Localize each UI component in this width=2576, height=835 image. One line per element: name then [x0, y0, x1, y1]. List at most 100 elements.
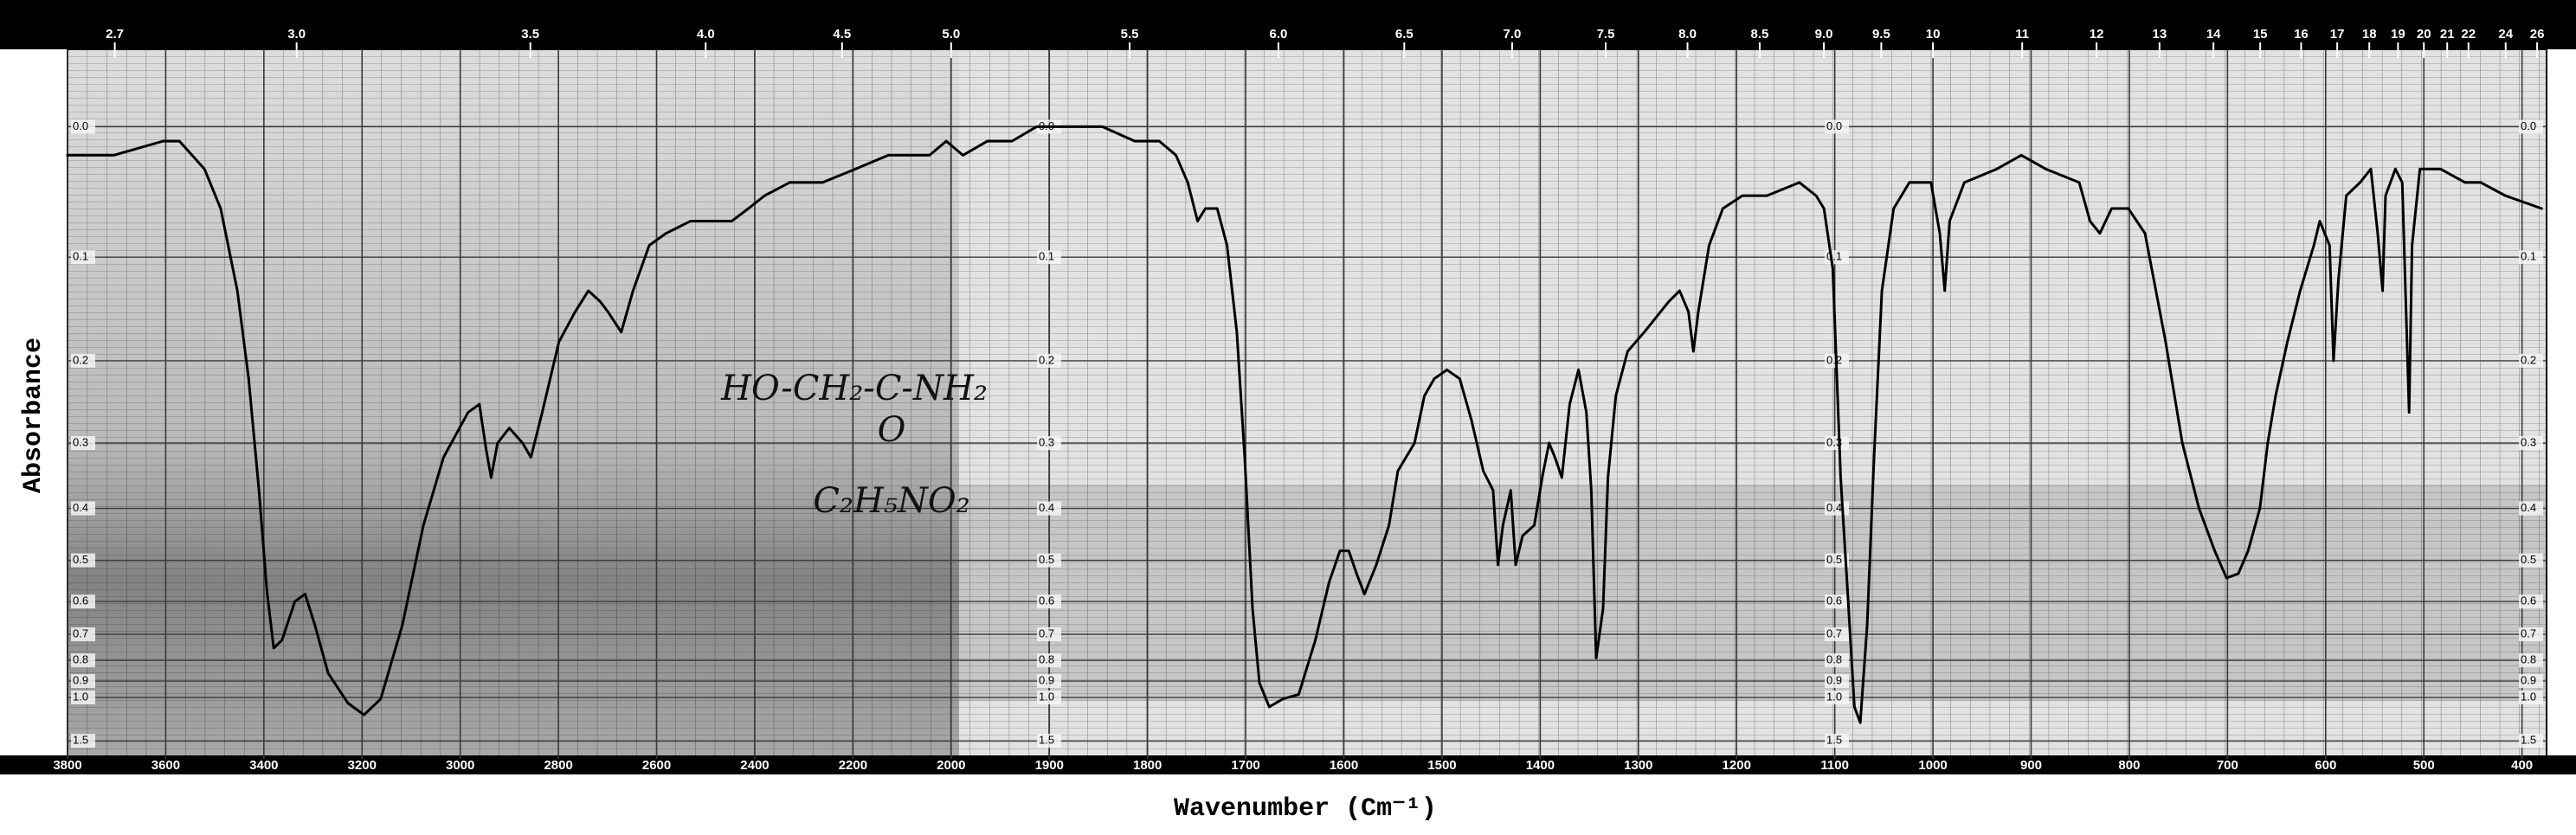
x2-tick-label: 20: [2417, 27, 2431, 42]
y-tick-label-bg: [2519, 653, 2543, 668]
x2-tick-label: 18: [2362, 27, 2377, 42]
y-tick-label: 0.9: [1039, 673, 1054, 686]
y-tick-label: 0.3: [1039, 435, 1054, 448]
x-tick-label: 900: [2020, 758, 2042, 773]
y-tick-label: 1.0: [2521, 690, 2536, 703]
y-tick-label-bg: [1037, 690, 1061, 705]
y-tick-label: 0.8: [1039, 653, 1054, 666]
tick-layer: 3800 3600 3400 3200 3000 2800 2600 2400 2200 2000…: [53, 27, 2544, 773]
y-tick-label: 1.5: [2521, 734, 2536, 747]
y-tick-label: 0.3: [2521, 435, 2536, 448]
x-tick-label: 2800: [544, 758, 572, 773]
x2-tick-label: 9.5: [1872, 27, 1890, 42]
y-tick-label-bg: [1825, 734, 1849, 748]
y-tick-label: 0.4: [1039, 501, 1054, 514]
x-tick-label: 3200: [348, 758, 377, 773]
y-tick-label-bg: [2519, 250, 2543, 265]
x-tick-label: 3000: [446, 758, 474, 773]
x-tick-label: 600: [2315, 758, 2336, 773]
x2-tick-label: 9.0: [1815, 27, 1833, 42]
y-tick-label: 0.1: [73, 250, 88, 263]
y-tick-label-bg: [1037, 553, 1061, 568]
y-tick-label: 0.2: [2521, 353, 2536, 366]
y-tick-label-bg: [1037, 594, 1061, 609]
x2-tick-label: 4.5: [833, 27, 851, 42]
y-tick-label: 0.5: [1039, 553, 1054, 566]
x-tick-label: 1300: [1624, 758, 1652, 773]
y-tick-label: 1.5: [1826, 734, 1842, 747]
y-tick-label-bg: [71, 553, 95, 568]
y-tick-label: 0.6: [2521, 594, 2536, 607]
x-tick-label: 3400: [249, 758, 278, 773]
y-tick-label-bg: [1037, 353, 1061, 368]
x2-tick-label: 21: [2440, 27, 2455, 42]
x-tick-label: 3600: [151, 758, 180, 773]
y-tick-label: 0.2: [1039, 353, 1054, 366]
y-tick-label: 1.5: [73, 734, 88, 747]
spectrum-line: [66, 125, 2543, 724]
x2-tick-label: 19: [2391, 27, 2405, 42]
y-tick-label: 0.8: [73, 653, 88, 666]
x2-tick-label: 5.0: [942, 27, 960, 42]
y-tick-label: 0.0: [1826, 119, 1842, 132]
y-tick-label-bg: [1825, 553, 1849, 568]
x-tick-label: 2000: [937, 758, 965, 773]
x2-tick-label: 6.5: [1395, 27, 1414, 42]
x-tick-label: 500: [2413, 758, 2435, 773]
y-tick-label-bg: [71, 690, 95, 705]
y-tick-label: 0.7: [1826, 627, 1842, 640]
x-tick-label: 1800: [1133, 758, 1162, 773]
bottom-axis-band: [0, 755, 2576, 774]
x-tick-label: 1900: [1035, 758, 1064, 773]
x-tick-label: 1700: [1231, 758, 1259, 773]
y-axis-label: Absorbance: [19, 337, 48, 493]
mark-layer: [66, 125, 2543, 724]
y-tick-label: 0.4: [73, 501, 88, 514]
y-tick-label-bg: [1825, 674, 1849, 689]
y-tick-label-bg: [1037, 674, 1061, 689]
y-tick-label-bg: [71, 353, 95, 368]
y-tick-label: 0.7: [2521, 627, 2536, 640]
y-tick-label-bg: [1037, 653, 1061, 668]
y-tick-label-bg: [71, 734, 95, 748]
x-tick-label: 1400: [1526, 758, 1555, 773]
x2-tick-label: 10: [1926, 27, 1941, 42]
x2-tick-label: 8.0: [1678, 27, 1697, 42]
y-tick-label: 1.0: [1039, 690, 1054, 703]
x2-tick-label: 2.7: [106, 27, 124, 42]
x2-tick-label: 22: [2461, 27, 2476, 42]
x-tick-label: 2400: [740, 758, 769, 773]
y-tick-label: 0.9: [2521, 673, 2536, 686]
x2-tick-label: 5.5: [1121, 27, 1139, 42]
x2-tick-label: 24: [2498, 27, 2513, 42]
y-tick-label-bg: [2519, 553, 2543, 568]
y-tick-label: 0.5: [2521, 553, 2536, 566]
y-tick-label-bg: [1825, 690, 1849, 705]
y-tick-label-bg: [71, 674, 95, 689]
y-tick-label-bg: [1037, 436, 1061, 451]
y-tick-label: 0.1: [1039, 250, 1054, 263]
y-tick-label: 0.8: [1826, 653, 1842, 666]
y-tick-label: 0.4: [1826, 501, 1842, 514]
y-tick-label: 1.0: [73, 690, 88, 703]
y-tick-label-bg: [71, 501, 95, 516]
x-tick-label: 700: [2217, 758, 2238, 773]
x-tick-label: 1100: [1820, 758, 1849, 773]
x-tick-label: 1600: [1330, 758, 1358, 773]
x2-tick-label: 3.0: [287, 27, 306, 42]
annotation-molecular-formula: C₂H₅NO₂: [813, 481, 969, 521]
y-tick-label: 0.9: [73, 673, 88, 686]
y-tick-label-bg: [2519, 119, 2543, 134]
annotation-formula: HO-CH₂-C-NH₂: [720, 369, 988, 408]
paper-shading: [68, 49, 959, 759]
x-tick-label: 1500: [1427, 758, 1456, 773]
y-tick-label-bg: [2519, 501, 2543, 516]
y-tick-label: 0.2: [1826, 353, 1842, 366]
x-tick-label: 1200: [1723, 758, 1751, 773]
x2-tick-label: 13: [2152, 27, 2167, 42]
y-tick-label-bg: [2519, 594, 2543, 609]
x-axis-label: Wavenumber (Cm⁻¹): [1174, 794, 1437, 824]
y-tick-label-bg: [1825, 594, 1849, 609]
y-tick-label-bg: [2519, 353, 2543, 368]
